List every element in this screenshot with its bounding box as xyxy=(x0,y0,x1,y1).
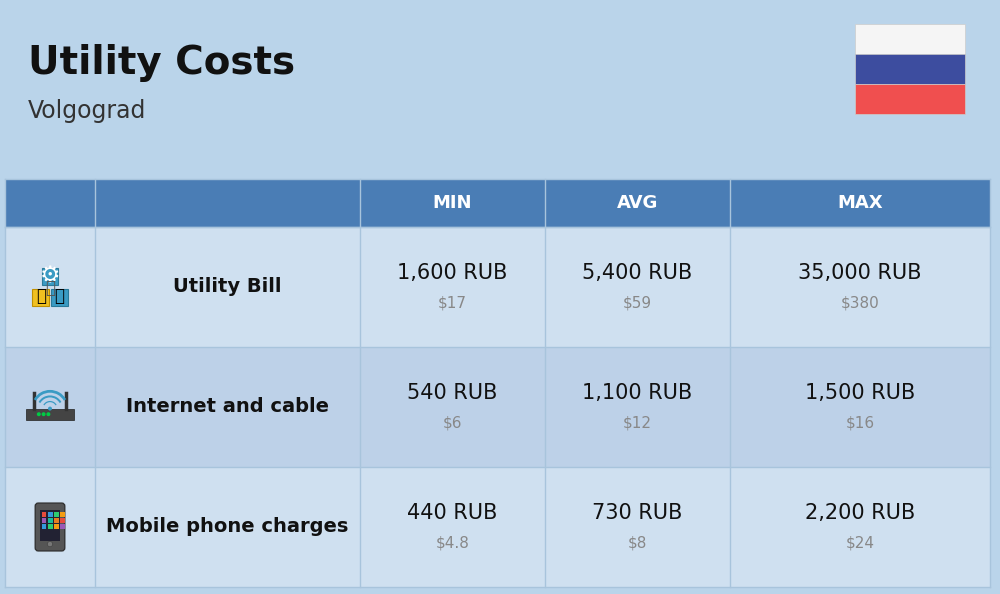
Text: ⚙: ⚙ xyxy=(40,265,60,288)
Text: $6: $6 xyxy=(443,415,462,431)
Text: 5,400 RUB: 5,400 RUB xyxy=(582,263,693,283)
Text: 1,500 RUB: 1,500 RUB xyxy=(805,383,915,403)
Bar xyxy=(42,512,46,517)
Text: $8: $8 xyxy=(628,536,647,551)
Text: 1,100 RUB: 1,100 RUB xyxy=(582,383,693,403)
Bar xyxy=(95,179,360,227)
Text: Utility Bill: Utility Bill xyxy=(173,277,282,296)
Bar xyxy=(42,518,46,523)
Text: $16: $16 xyxy=(845,415,875,431)
Text: Utility Costs: Utility Costs xyxy=(28,44,295,82)
Bar xyxy=(42,268,58,285)
Text: Mobile phone charges: Mobile phone charges xyxy=(106,517,349,536)
Bar xyxy=(40,510,60,541)
Bar xyxy=(48,524,53,529)
Circle shape xyxy=(47,413,50,415)
Bar xyxy=(5,179,95,227)
Bar xyxy=(60,512,65,517)
Bar xyxy=(5,227,990,347)
Text: $24: $24 xyxy=(846,536,874,551)
Circle shape xyxy=(47,542,53,546)
Text: 👤: 👤 xyxy=(45,279,55,297)
Text: 730 RUB: 730 RUB xyxy=(592,503,683,523)
Circle shape xyxy=(38,413,40,415)
Bar xyxy=(48,512,53,517)
FancyBboxPatch shape xyxy=(35,503,65,551)
Bar xyxy=(48,518,53,523)
Bar xyxy=(855,54,965,84)
Text: AVG: AVG xyxy=(617,194,658,212)
Bar xyxy=(54,524,59,529)
Circle shape xyxy=(42,413,45,415)
Bar xyxy=(5,347,990,467)
Bar xyxy=(54,518,59,523)
Text: MIN: MIN xyxy=(433,194,472,212)
Text: MAX: MAX xyxy=(837,194,883,212)
Bar xyxy=(60,524,65,529)
Bar xyxy=(26,409,74,420)
Text: $17: $17 xyxy=(438,295,467,311)
Bar xyxy=(855,24,965,54)
Bar xyxy=(60,518,65,523)
Text: 1,600 RUB: 1,600 RUB xyxy=(397,263,508,283)
Text: $4.8: $4.8 xyxy=(436,536,469,551)
Text: 440 RUB: 440 RUB xyxy=(407,503,498,523)
Text: 35,000 RUB: 35,000 RUB xyxy=(798,263,922,283)
Text: 2,200 RUB: 2,200 RUB xyxy=(805,503,915,523)
Bar xyxy=(42,524,46,529)
Text: 💧: 💧 xyxy=(54,287,64,305)
Text: $12: $12 xyxy=(623,415,652,431)
Text: Volgograd: Volgograd xyxy=(28,99,146,123)
Bar xyxy=(855,84,965,114)
Text: Internet and cable: Internet and cable xyxy=(126,397,329,416)
Circle shape xyxy=(49,407,51,410)
Bar xyxy=(51,289,68,306)
Bar xyxy=(5,179,990,227)
Text: 540 RUB: 540 RUB xyxy=(407,383,498,403)
Bar xyxy=(54,512,59,517)
Bar xyxy=(32,289,49,306)
Bar xyxy=(5,467,990,587)
Text: $380: $380 xyxy=(841,295,879,311)
Text: $59: $59 xyxy=(623,295,652,311)
Text: 🔌: 🔌 xyxy=(36,287,46,305)
